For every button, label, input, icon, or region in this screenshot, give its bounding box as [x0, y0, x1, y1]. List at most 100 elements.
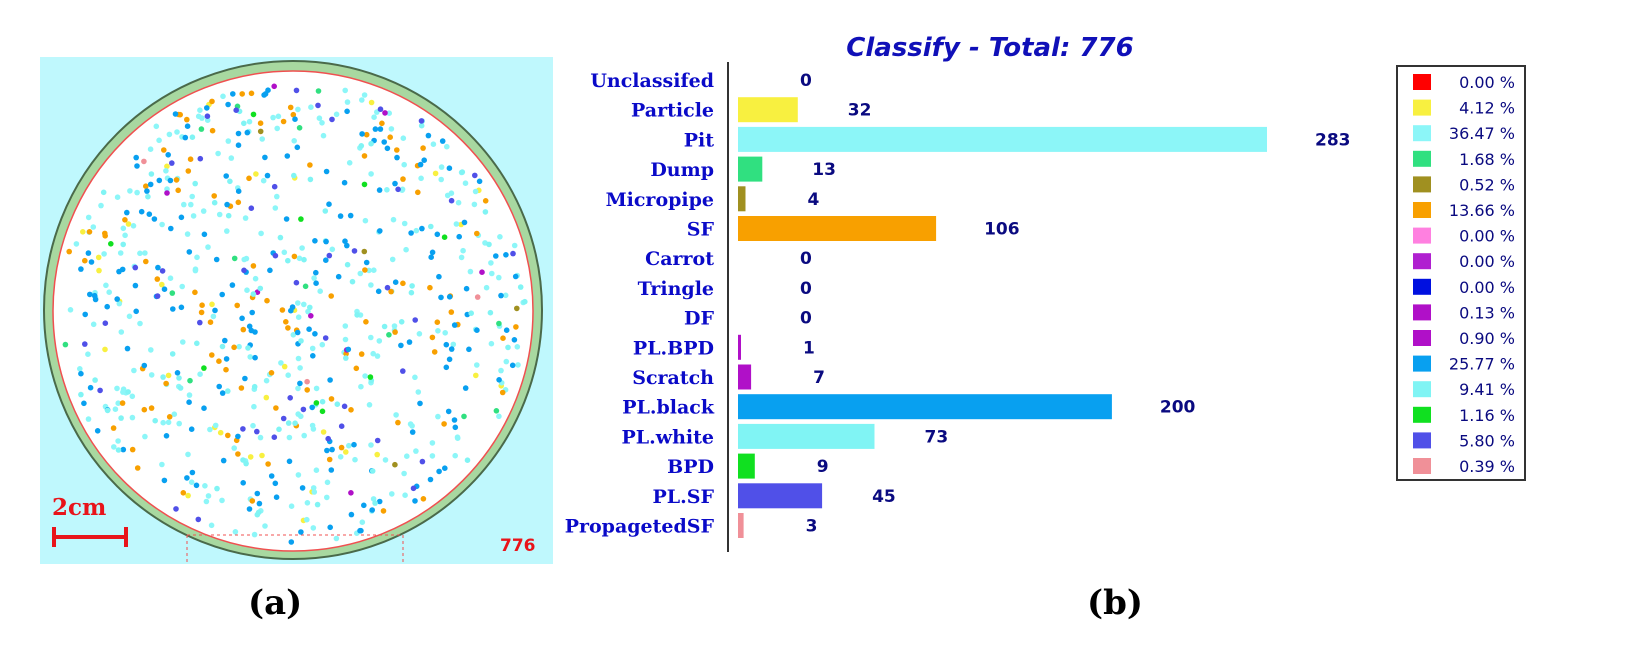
defect-point	[141, 362, 148, 369]
defect-point	[118, 415, 124, 421]
defect-point	[313, 467, 320, 474]
defect-point	[225, 388, 231, 394]
defect-point	[322, 208, 329, 214]
defect-point	[473, 372, 479, 379]
defect-point	[505, 344, 511, 351]
defect-point	[441, 421, 447, 427]
defect-point	[208, 522, 215, 529]
category-label: SF	[687, 219, 715, 241]
defect-point	[375, 288, 382, 295]
defect-point	[316, 115, 323, 121]
defect-point	[257, 434, 264, 441]
value-label: 106	[984, 220, 1020, 240]
defect-point	[511, 242, 518, 249]
defect-point	[410, 485, 417, 492]
defect-point	[418, 122, 425, 129]
defect-point	[398, 319, 405, 325]
defect-point	[329, 116, 335, 123]
defect-point	[498, 367, 504, 374]
defect-point	[229, 282, 236, 288]
defect-point	[133, 154, 139, 161]
defect-point	[86, 229, 93, 235]
defect-point	[349, 278, 356, 285]
defect-point	[320, 132, 327, 139]
defect-point	[243, 255, 250, 262]
defect-point	[361, 502, 367, 509]
legend-swatch	[1413, 227, 1431, 244]
defect-point	[429, 453, 436, 459]
defect-point	[205, 493, 212, 499]
defect-point	[434, 319, 441, 326]
defect-point	[223, 366, 229, 373]
defect-point	[474, 327, 480, 334]
defect-point	[328, 467, 335, 473]
defect-point	[182, 134, 189, 141]
defect-point	[143, 183, 149, 189]
defect-point	[354, 312, 360, 318]
defect-point	[503, 252, 509, 258]
defect-point	[235, 199, 242, 206]
defect-point	[323, 168, 330, 175]
defect-point	[361, 248, 368, 255]
defect-point	[227, 178, 233, 185]
defect-point	[240, 326, 247, 333]
defect-point	[394, 147, 400, 153]
defect-point	[442, 465, 448, 472]
defect-point	[257, 285, 264, 292]
defect-point	[116, 300, 123, 307]
bar	[738, 126, 1267, 152]
defect-point	[119, 400, 126, 406]
defect-point	[195, 516, 202, 523]
defect-point	[148, 372, 155, 378]
defect-point	[249, 498, 256, 504]
defect-point	[225, 212, 232, 219]
defect-point	[231, 255, 238, 262]
category-label: Tringle	[638, 278, 714, 300]
legend-swatch	[1413, 406, 1431, 423]
defect-point	[120, 241, 126, 248]
category-label: PL.white	[621, 426, 714, 448]
defect-point	[111, 444, 117, 450]
defect-point	[377, 126, 384, 132]
defect-point	[382, 457, 389, 463]
defect-point	[230, 91, 236, 97]
defect-point	[160, 419, 166, 426]
value-label: 7	[813, 368, 825, 388]
defect-point	[444, 143, 450, 150]
defect-point	[342, 238, 348, 244]
defect-point	[216, 211, 223, 218]
defect-point	[313, 269, 319, 276]
defect-point	[510, 250, 516, 257]
defect-point	[177, 385, 184, 391]
defect-point	[409, 429, 416, 435]
defect-point	[220, 93, 226, 100]
defect-point	[313, 280, 319, 286]
value-labels: 0 32 283 13 4 106 0 0 0 1 7 200 73 9 45 3	[800, 71, 1351, 537]
defect-point	[199, 302, 205, 308]
defect-point	[180, 339, 186, 345]
defect-point	[342, 323, 349, 329]
defect-point	[219, 497, 225, 504]
defect-point	[286, 458, 293, 465]
defect-point	[381, 139, 388, 145]
defect-point	[374, 353, 381, 359]
defect-point	[159, 268, 166, 274]
defect-point	[124, 209, 130, 216]
defect-point	[434, 231, 441, 238]
bar	[738, 483, 823, 509]
defect-point	[450, 341, 457, 348]
defect-point	[456, 233, 463, 240]
defect-point	[393, 412, 399, 418]
defect-point	[252, 354, 258, 361]
defect-point	[363, 131, 370, 138]
caption-a: (a)	[248, 583, 303, 623]
defect-point	[225, 138, 232, 144]
defect-point	[267, 267, 273, 274]
defect-point	[369, 468, 376, 474]
defect-point	[415, 189, 421, 196]
defect-point	[412, 498, 418, 504]
defect-point	[265, 461, 271, 467]
defect-point	[498, 292, 504, 299]
defect-point	[420, 145, 426, 151]
defect-point	[132, 264, 139, 271]
